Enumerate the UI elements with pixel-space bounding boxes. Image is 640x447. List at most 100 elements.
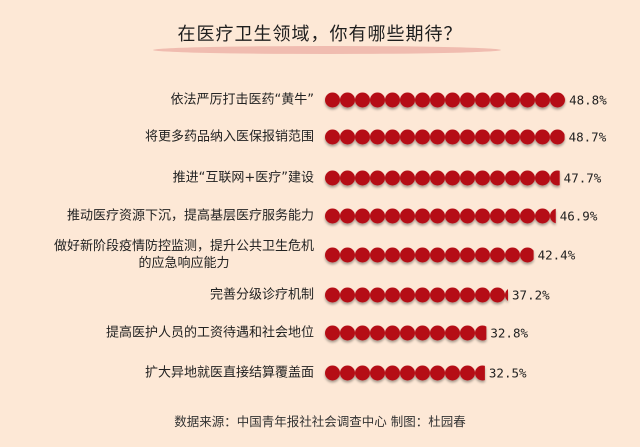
bar-dot [505, 129, 520, 145]
value-label: 48.7% [569, 130, 607, 145]
bar-dot [460, 287, 475, 303]
bar-dot [370, 92, 385, 108]
value-label: 37.2% [512, 288, 550, 303]
category-label: 扩大异地就医直接结算覆盖面 [144, 365, 314, 381]
value-label: 32.5% [489, 366, 527, 381]
bar-dot [430, 92, 445, 108]
bar-dot [535, 208, 550, 224]
bar-dot [370, 325, 385, 341]
bar-dot [490, 247, 505, 263]
title-underline [153, 46, 501, 54]
bar-dot [415, 92, 430, 108]
bar-dot [490, 129, 505, 145]
bar-dot [355, 208, 370, 224]
bar-dot [430, 170, 445, 186]
bar-dot [550, 129, 565, 145]
bar-dot [400, 325, 415, 341]
bar-dot [385, 92, 400, 108]
bar-dot [370, 247, 385, 263]
bar-dot [400, 365, 415, 381]
category-label: 推动医疗资源下沉，提高基层医疗服务能力 [66, 208, 314, 224]
bar-dot [445, 247, 460, 263]
bar-dot [490, 287, 505, 303]
bar-dot [475, 365, 485, 381]
bar-dot [475, 325, 487, 341]
bar-dot [535, 92, 550, 108]
bar-dot [340, 287, 355, 303]
bar-dot [340, 208, 355, 224]
bar-dot [325, 170, 340, 186]
bar-dot [505, 288, 509, 302]
bar-dot [505, 208, 520, 224]
bar-dot [445, 208, 460, 224]
bar-dot [325, 92, 340, 108]
value-label: 47.7% [564, 171, 602, 186]
value-label: 42.4% [538, 248, 576, 263]
category-label: 将更多药品纳入医保报销范围 [144, 129, 314, 145]
bar-dot [475, 92, 490, 108]
bar-dot [400, 247, 415, 263]
bar-dot [340, 129, 355, 145]
bar-dot [460, 208, 475, 224]
bar-dot [385, 287, 400, 303]
bar [325, 170, 560, 186]
bar [325, 247, 534, 263]
bar-dot [460, 325, 475, 341]
bar-dot [535, 129, 550, 145]
bar-dot [415, 208, 430, 224]
bar-dot [415, 247, 430, 263]
bar-dot [325, 325, 340, 341]
bar-dot [475, 247, 490, 263]
bar-dot [430, 129, 445, 145]
bar-dot [460, 247, 475, 263]
bar-dot [490, 92, 505, 108]
bar-dot [490, 170, 505, 186]
bar-dot [430, 365, 445, 381]
category-label: 推进“互联网+医疗”建设 [172, 170, 314, 186]
bar-dot [355, 365, 370, 381]
bar-dot [355, 287, 370, 303]
bar-dot [505, 92, 520, 108]
bar-dot [355, 170, 370, 186]
bar-dot [340, 365, 355, 381]
bar-dot [445, 170, 460, 186]
bar-dot [460, 365, 475, 381]
bar-dot [550, 170, 560, 186]
bar-dot [430, 247, 445, 263]
bar-dot [400, 287, 415, 303]
bar-dot [385, 170, 400, 186]
bar [325, 208, 556, 224]
bar-dot [340, 325, 355, 341]
category-label: 依法严厉打击医药“黄牛” [170, 92, 314, 108]
bar-dot [550, 208, 556, 224]
bar-dot [475, 208, 490, 224]
bar-dot [430, 325, 445, 341]
bar-dot [370, 129, 385, 145]
bar-dot [325, 208, 340, 224]
bar-dot [325, 247, 340, 263]
bar-dot [520, 92, 535, 108]
bar-dot [385, 247, 400, 263]
bar-dot [460, 92, 475, 108]
bar-dot [325, 287, 340, 303]
bar-dot [370, 208, 385, 224]
value-label: 32.8% [490, 326, 528, 341]
bar-dot [385, 129, 400, 145]
bar-dot [475, 287, 490, 303]
bar-dot [505, 247, 520, 263]
bar-dot [400, 170, 415, 186]
bar-dot [565, 98, 566, 102]
bar-dot [400, 208, 415, 224]
bar-dot [505, 170, 520, 186]
bar-dot [355, 129, 370, 145]
bar-dot [385, 325, 400, 341]
bar-dot [325, 365, 340, 381]
bar-dot [460, 170, 475, 186]
bar-dot [475, 129, 490, 145]
bar-dot [415, 287, 430, 303]
bar-dot [415, 129, 430, 145]
bar-dot [430, 287, 445, 303]
bar-dot [475, 170, 490, 186]
category-label: 做好新阶段疫情防控监测，提升公共卫生危机 的应急响应能力 [53, 239, 314, 271]
